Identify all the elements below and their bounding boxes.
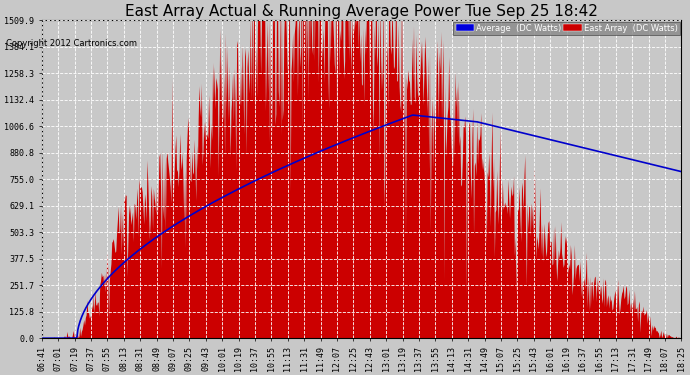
Text: Copyright 2012 Cartronics.com: Copyright 2012 Cartronics.com	[6, 39, 137, 48]
Legend: Average  (DC Watts), East Array  (DC Watts): Average (DC Watts), East Array (DC Watts…	[453, 22, 680, 35]
Title: East Array Actual & Running Average Power Tue Sep 25 18:42: East Array Actual & Running Average Powe…	[125, 4, 598, 19]
